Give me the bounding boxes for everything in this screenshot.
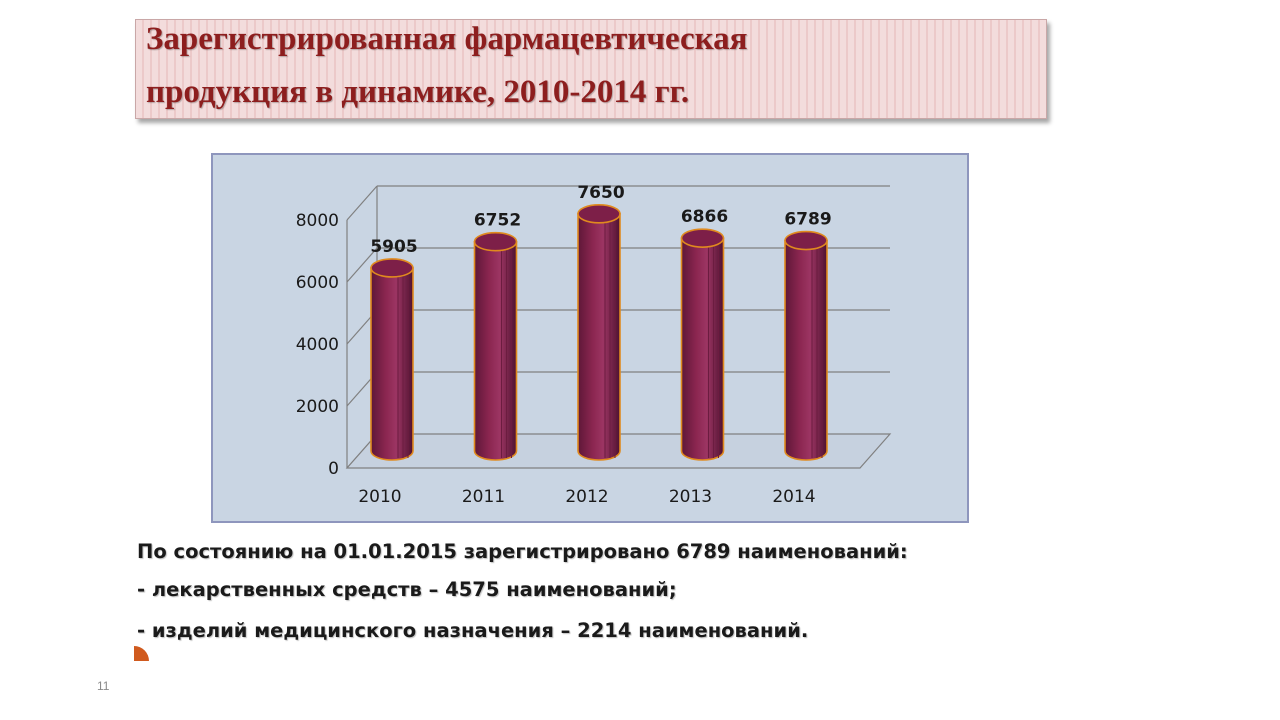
title-box: Зарегистрированная фармацевтическая прод… — [135, 19, 1047, 119]
data-label: 7650 — [577, 183, 624, 203]
bar-top-2010 — [370, 258, 414, 278]
title-line-1: Зарегистрированная фармацевтическая — [146, 21, 748, 57]
y-tick-label: 0 — [328, 459, 339, 479]
bar-2013 — [680, 237, 725, 461]
bar-top-2012 — [577, 204, 621, 224]
data-label: 6789 — [784, 210, 831, 230]
page-number: 11 — [97, 679, 110, 693]
bar-2014 — [784, 239, 828, 461]
bar-2010 — [370, 267, 414, 461]
slide-accent-shape — [134, 646, 149, 661]
title-line-2: продукция в динамике, 2010-2014 гг. — [146, 74, 690, 110]
y-tick-label: 2000 — [296, 397, 339, 417]
slide-title: Зарегистрированная фармацевтическая прод… — [146, 13, 1046, 119]
data-label: 6866 — [681, 207, 728, 227]
chart-panel: 0 2000 4000 6000 8000 5905 2010 6752 2011 7650… — [211, 153, 969, 523]
y-tick-label: 4000 — [296, 335, 339, 355]
y-tick-label: 6000 — [296, 273, 339, 293]
y-tick-label: 8000 — [296, 211, 339, 231]
bar-2012 — [577, 213, 621, 461]
data-label: 5905 — [370, 237, 417, 257]
info-line-2: - лекарственных средств – 4575 наименова… — [137, 578, 677, 601]
info-line-3: - изделий медицинского назначения – 2214… — [137, 619, 809, 642]
x-tick-label: 2014 — [772, 487, 815, 507]
gridline-side — [346, 247, 378, 283]
data-label: 6752 — [474, 211, 521, 231]
bar-top-2011 — [473, 231, 518, 252]
bar-chart: 0 2000 4000 6000 8000 5905 2010 6752 2011 7650… — [296, 183, 892, 507]
gridline-side — [346, 185, 378, 221]
x-tick-label: 2013 — [669, 487, 712, 507]
x-tick-label: 2011 — [462, 487, 505, 507]
bar-top-2014 — [784, 230, 828, 251]
bar-top-2013 — [680, 228, 725, 248]
x-tick-label: 2012 — [565, 487, 608, 507]
bar-2011 — [473, 240, 518, 461]
info-line-1: По состоянию на 01.01.2015 зарегистриров… — [137, 540, 908, 563]
x-tick-label: 2010 — [358, 487, 401, 507]
